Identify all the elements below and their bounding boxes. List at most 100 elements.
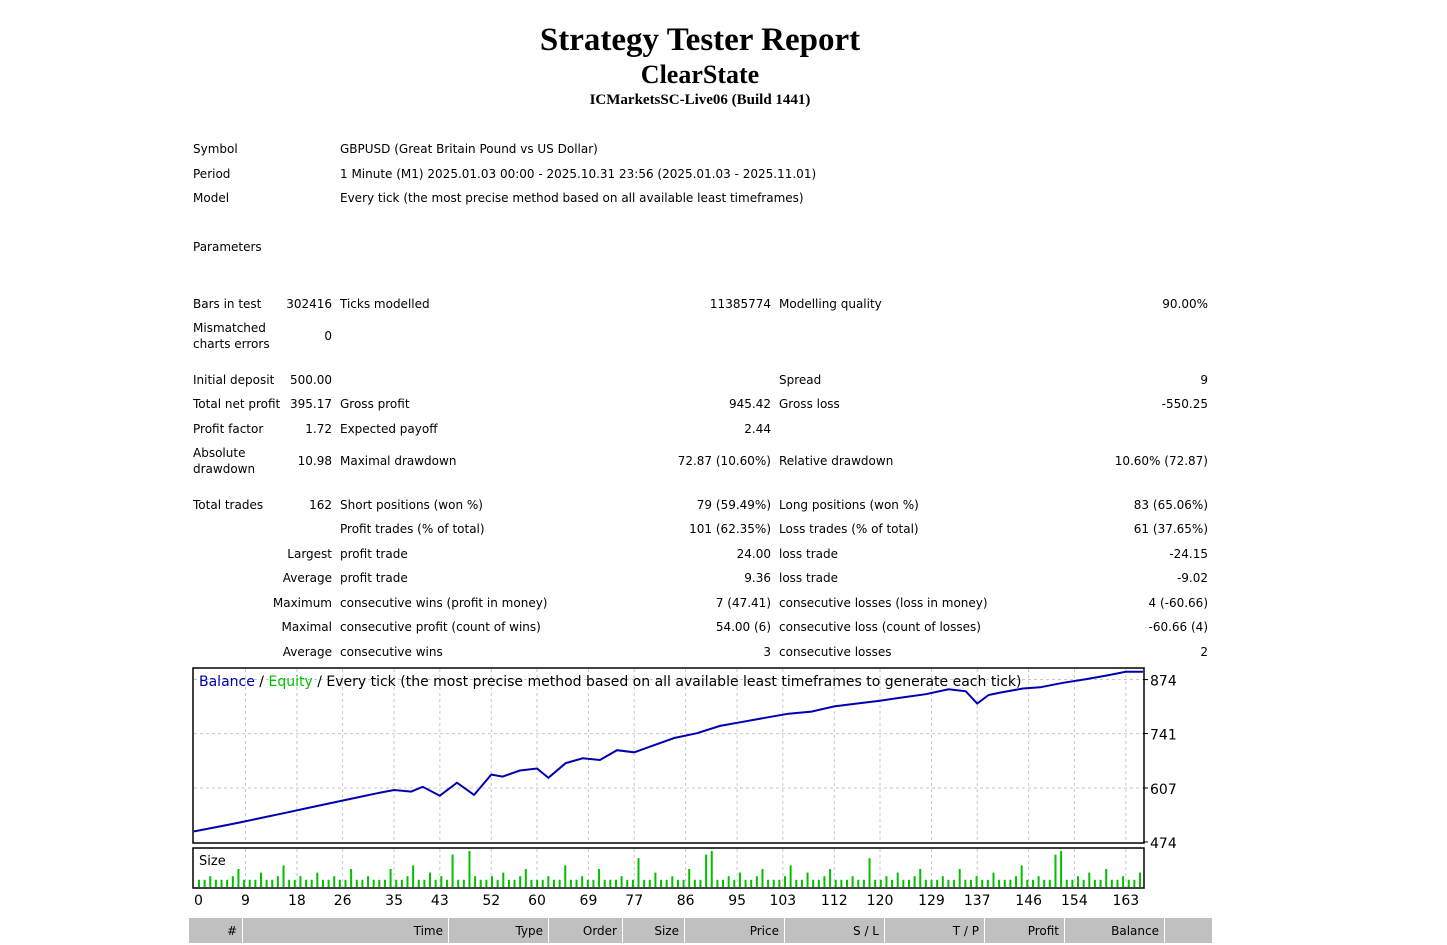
- x-tick-label: 129: [918, 893, 945, 909]
- x-axis-ticks: 0 9 18 26 35 43 52 60 69 77 86 95 103 112 120 129 137 146…: [194, 893, 1139, 909]
- expected-payoff-value: 2.44: [744, 422, 771, 436]
- maximal-label: Maximal: [281, 620, 332, 634]
- report-title: Strategy Tester Report: [539, 22, 861, 58]
- net-profit-label: Total net profit: [193, 397, 281, 411]
- table-column-header: S / L: [785, 918, 885, 943]
- largest-profit-value: 24.00: [736, 547, 771, 561]
- strategy-name: ClearState: [640, 60, 760, 89]
- gross-loss-label: Gross loss: [779, 397, 840, 411]
- relative-drawdown-label: Relative drawdown: [779, 454, 894, 468]
- chart-legend: Balance / Equity / Every tick (the most …: [199, 674, 1021, 690]
- legend-separator: /: [313, 674, 327, 690]
- max-consecutive-wins-value: 7 (47.41): [715, 596, 771, 610]
- profit-factor-value: 1.72: [305, 422, 332, 436]
- max-consecutive-loss-label: consecutive loss (count of losses): [779, 620, 981, 634]
- largest-profit-label: profit trade: [340, 547, 408, 561]
- bars-label: Bars in test: [193, 297, 262, 311]
- x-tick-label: 146: [1015, 893, 1042, 909]
- gross-profit-label: Gross profit: [340, 397, 410, 411]
- model-label: Model: [193, 191, 230, 205]
- table-column-header: Size: [623, 918, 685, 943]
- deposit-label: Initial deposit: [193, 373, 275, 387]
- table-column-header: Price: [685, 918, 785, 943]
- grid: [194, 669, 1143, 887]
- gross-profit-value: 945.42: [729, 397, 771, 411]
- table-column-header: #: [189, 918, 243, 943]
- legend-separator: /: [255, 674, 269, 690]
- avg-consecutive-losses-value: 2: [1200, 645, 1208, 659]
- average-loss-value: -9.02: [1176, 571, 1208, 585]
- total-trades-label: Total trades: [193, 498, 264, 512]
- average-consecutive-label: Average: [282, 645, 332, 659]
- x-tick-label: 18: [288, 893, 306, 909]
- profit-trades-label: Profit trades (% of total): [340, 522, 485, 536]
- average-profit-value: 9.36: [744, 571, 771, 585]
- spread-value: 9: [1200, 373, 1208, 387]
- legend-mode: Every tick (the most precise method base…: [326, 674, 1021, 690]
- table-column-header: Type: [449, 918, 549, 943]
- max-consecutive-loss-value: -60.66 (4): [1148, 620, 1209, 634]
- mismatch-label: Mismatched charts errors: [193, 321, 270, 351]
- spread-label: Spread: [779, 373, 822, 387]
- x-tick-label: 26: [334, 893, 352, 909]
- ticks-label: Ticks modelled: [340, 297, 430, 311]
- x-tick-label: 163: [1112, 893, 1139, 909]
- model-value: Every tick (the most precise method base…: [340, 191, 804, 205]
- x-tick-label: 43: [431, 893, 449, 909]
- max-consecutive-losses-label: consecutive losses (loss in money): [779, 596, 988, 610]
- profit-factor-label: Profit factor: [193, 422, 264, 436]
- deposit-value: 500.00: [290, 373, 332, 387]
- x-tick-label: 35: [385, 893, 403, 909]
- y-axis-ticks: 874 741 607 474: [1143, 674, 1177, 852]
- long-positions-value: 83 (65.06%): [1133, 498, 1208, 512]
- maximal-drawdown-label: Maximal drawdown: [340, 454, 457, 468]
- size-bars: [198, 851, 1141, 887]
- max-consecutive-losses-value: 4 (-60.66): [1148, 596, 1209, 610]
- table-column-header: T / P: [885, 918, 985, 943]
- size-panel-label: Size: [199, 854, 226, 869]
- x-tick-label: 52: [482, 893, 500, 909]
- net-profit-value: 395.17: [290, 397, 332, 411]
- balance-line: [193, 670, 1143, 833]
- balance-equity-chart: Balance / Equity / Every tick (the most …: [192, 667, 1177, 909]
- avg-consecutive-losses-label: consecutive losses: [779, 645, 892, 659]
- mismatch-value: 0: [324, 329, 332, 343]
- loss-trades-label: Loss trades (% of total): [779, 522, 919, 536]
- max-consecutive-profit-value: 54.00 (6): [715, 620, 771, 634]
- maximal-drawdown-value: 72.87 (10.60%): [677, 454, 771, 468]
- loss-trades-value: 61 (37.65%): [1133, 522, 1208, 536]
- largest-label: Largest: [287, 547, 332, 561]
- long-positions-label: Long positions (won %): [779, 498, 919, 512]
- x-tick-label: 69: [580, 893, 598, 909]
- legend-equity: Equity: [268, 674, 312, 690]
- avg-consecutive-wins-label: consecutive wins: [340, 645, 443, 659]
- quality-value: 90.00%: [1162, 297, 1208, 311]
- x-tick-label: 112: [821, 893, 848, 909]
- y-tick-label: 474: [1150, 836, 1177, 852]
- x-tick-label: 120: [867, 893, 894, 909]
- largest-loss-label: loss trade: [779, 547, 838, 561]
- server-build: ICMarketsSC-Live06 (Build 1441): [589, 92, 811, 108]
- size-panel-frame: [192, 847, 1145, 889]
- main-panel-frame: [192, 667, 1145, 844]
- period-value: 1 Minute (M1) 2025.01.03 00:00 - 2025.10…: [340, 167, 817, 181]
- max-consecutive-wins-label: consecutive wins (profit in money): [340, 596, 548, 610]
- x-tick-label: 86: [677, 893, 695, 909]
- absolute-drawdown-value: 10.98: [297, 454, 332, 468]
- x-tick-label: 9: [241, 893, 250, 909]
- relative-drawdown-value: 10.60% (72.87): [1114, 454, 1208, 468]
- average-loss-label: loss trade: [779, 571, 838, 585]
- x-tick-label: 95: [728, 893, 746, 909]
- quality-label: Modelling quality: [779, 297, 882, 311]
- parameters-label: Parameters: [193, 240, 262, 254]
- y-tick-label: 874: [1150, 674, 1177, 690]
- table-column-header: Profit: [985, 918, 1065, 943]
- bars-value: 302416: [286, 297, 332, 311]
- absolute-drawdown-label: Absolute drawdown: [193, 446, 256, 476]
- x-tick-label: 137: [964, 893, 991, 909]
- table-column-header: Balance: [1065, 918, 1165, 943]
- expected-payoff-label: Expected payoff: [340, 422, 438, 436]
- short-positions-value: 79 (59.49%): [696, 498, 771, 512]
- table-column-header: Order: [549, 918, 623, 943]
